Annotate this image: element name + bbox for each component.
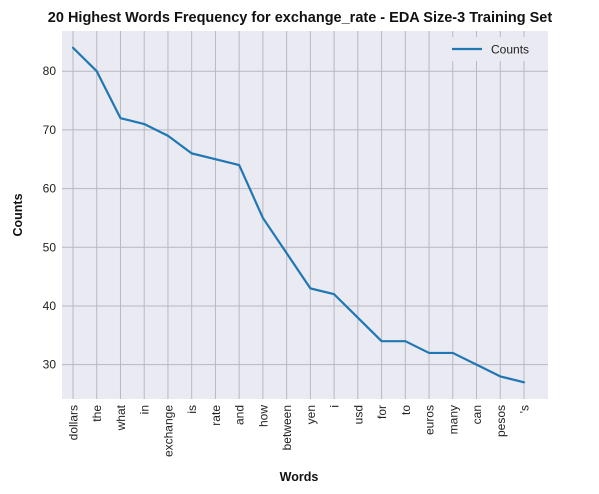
chart-title: 20 Highest Words Frequency for exchange_… bbox=[48, 10, 553, 26]
y-tick-label: 50 bbox=[43, 240, 57, 254]
x-tick-label: the bbox=[90, 405, 104, 422]
x-tick-label: many bbox=[446, 405, 460, 434]
legend-label-counts: Counts bbox=[491, 43, 529, 57]
y-tick-label: 40 bbox=[43, 299, 57, 313]
x-tick-label: euros bbox=[423, 405, 437, 435]
x-tick-label: i bbox=[328, 405, 342, 408]
x-tick-label: is bbox=[185, 405, 199, 414]
x-tick-label: between bbox=[280, 405, 294, 450]
x-axis-label: Words bbox=[280, 470, 319, 484]
plot-area bbox=[62, 31, 548, 399]
x-tick-label: dollars bbox=[67, 405, 81, 440]
x-tick-label: pesos bbox=[494, 405, 508, 437]
x-tick-label: and bbox=[233, 405, 247, 425]
y-axis-label: Counts bbox=[11, 193, 25, 236]
x-axis-ticks: dollars the what in exchange is rate and how betw… bbox=[67, 404, 532, 457]
y-tick-label: 30 bbox=[43, 358, 57, 372]
x-tick-label: in bbox=[138, 405, 152, 414]
x-tick-label: for bbox=[375, 405, 389, 419]
y-tick-label: 80 bbox=[43, 64, 57, 78]
x-tick-label: exchange bbox=[161, 405, 175, 457]
series-line-counts bbox=[71, 46, 526, 384]
y-tick-label: 70 bbox=[43, 123, 57, 137]
grid-lines bbox=[62, 31, 548, 399]
x-tick-label: can bbox=[470, 405, 484, 424]
y-axis-ticks: 30 40 50 60 70 80 bbox=[43, 64, 57, 371]
x-tick-label: how bbox=[256, 405, 270, 427]
x-tick-label: to bbox=[399, 405, 413, 415]
y-tick-label: 60 bbox=[43, 182, 57, 196]
x-tick-label: rate bbox=[209, 405, 223, 426]
legend: Counts bbox=[442, 37, 542, 61]
x-tick-label: 's bbox=[518, 405, 532, 413]
x-tick-label: usd bbox=[351, 405, 365, 424]
x-tick-label: what bbox=[114, 404, 128, 431]
x-tick-label: yen bbox=[304, 405, 318, 424]
